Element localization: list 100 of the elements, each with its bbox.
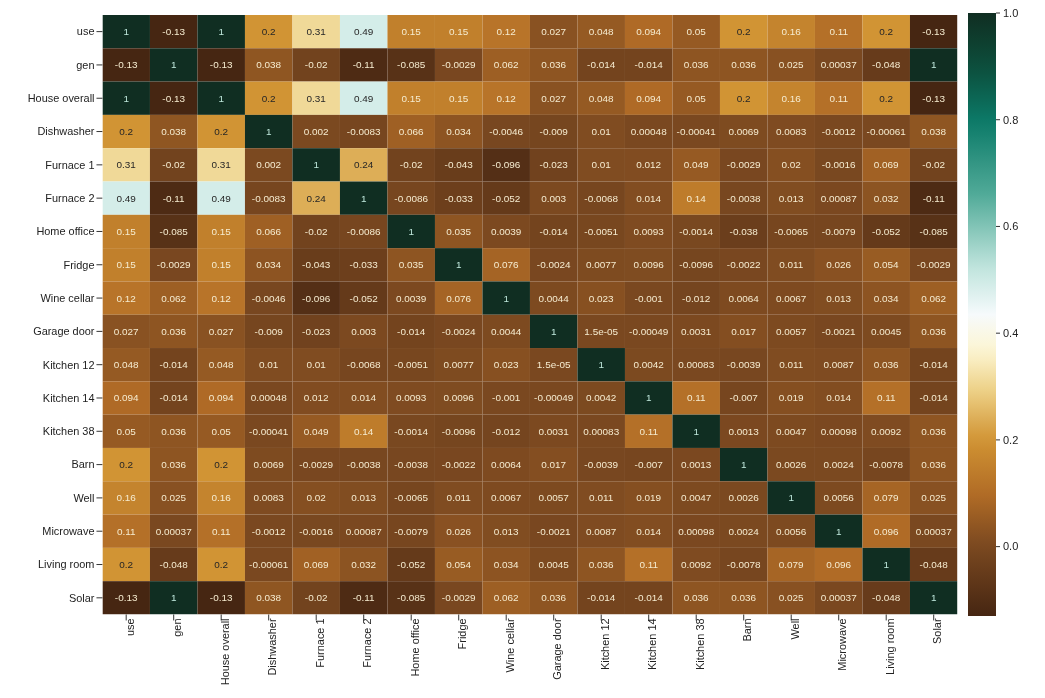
data-label: 0.035	[398, 259, 425, 271]
data-label: 0.023	[588, 292, 615, 304]
data-label: 0.49	[354, 92, 374, 104]
data-label: -0.02	[399, 159, 423, 171]
data-label: 0.096	[873, 525, 900, 537]
data-label: 0.025	[161, 492, 187, 504]
data-label: 0.0047	[776, 425, 807, 437]
data-label: -0.0022	[441, 459, 477, 471]
data-label: -0.048	[159, 559, 189, 570]
data-label: -0.0065	[394, 492, 429, 504]
data-label: 0.0024	[823, 459, 855, 471]
data-label: 0.069	[873, 159, 900, 171]
data-label: 0.027	[208, 325, 235, 337]
data-label: -0.007	[634, 459, 664, 471]
y-tick-label: Fridge	[63, 258, 95, 271]
data-label: -0.033	[444, 192, 474, 204]
data-label: -0.096	[492, 159, 521, 171]
data-label: 0.31	[306, 26, 327, 38]
data-label: -0.13	[209, 59, 233, 71]
data-label: -0.085	[159, 225, 189, 237]
data-label: -0.02	[304, 592, 328, 604]
data-label: -0.033	[349, 259, 379, 271]
data-label: 0.0024	[728, 525, 760, 537]
data-label: 0.094	[208, 392, 235, 404]
data-label: 0.2	[119, 126, 134, 138]
data-label: 0.066	[256, 225, 282, 237]
data-label: -0.0086	[346, 225, 382, 237]
y-tick-label: Kitchen 12	[42, 358, 95, 371]
data-label: 0.014	[826, 392, 852, 404]
data-label: -0.0051	[394, 359, 429, 371]
data-label: -0.11	[352, 59, 376, 71]
data-label: 0.0031	[681, 325, 712, 337]
data-label: -0.02	[304, 59, 328, 71]
data-label: 0.036	[541, 592, 567, 604]
data-label: -0.085	[397, 592, 426, 604]
data-label: -0.13	[209, 592, 233, 604]
data-label: -0.048	[919, 559, 949, 570]
data-label: -0.052	[872, 225, 901, 237]
data-label: 0.24	[306, 192, 327, 204]
data-label: -0.0029	[156, 259, 192, 271]
data-label: 0.00037	[915, 525, 953, 537]
x-tick-label: Well	[788, 618, 801, 640]
x-tick-label: Barn	[741, 618, 754, 642]
data-label: 0.0013	[728, 425, 760, 437]
data-label: 1	[170, 59, 177, 71]
x-tick-label: Furnace 2	[361, 618, 374, 668]
y-tick-label: Barn	[71, 458, 95, 471]
data-label: -0.0014	[679, 225, 714, 237]
data-label: 0.0069	[253, 459, 285, 471]
data-label: 0.002	[256, 159, 282, 171]
data-label: -0.012	[492, 425, 521, 437]
data-label: 0.0045	[871, 325, 902, 337]
data-label: 0.00083	[678, 359, 715, 371]
data-label: 0.2	[261, 26, 277, 38]
data-label: 0.035	[446, 225, 472, 237]
data-label: 0.12	[496, 26, 517, 38]
data-label: 0.0056	[823, 492, 855, 504]
data-label: 0.027	[541, 92, 567, 104]
data-label: -0.038	[729, 225, 759, 237]
data-label: 1	[645, 392, 652, 404]
x-tick-label: Dishwasher	[266, 618, 279, 676]
data-label: 0.034	[256, 259, 282, 271]
data-label: -0.00041	[676, 126, 717, 138]
data-label: 0.00083	[583, 425, 620, 437]
data-label: 0.011	[779, 259, 804, 271]
data-label: -0.0024	[536, 259, 572, 271]
data-label: 0.15	[116, 225, 137, 237]
data-label: 1	[930, 59, 937, 71]
data-label: 0.062	[921, 292, 947, 304]
data-label: 0.0067	[491, 492, 522, 504]
data-label: 0.036	[921, 325, 947, 337]
data-label: -0.0079	[821, 225, 857, 237]
y-tick-label: use	[76, 25, 95, 38]
data-label: 0.019	[778, 392, 805, 404]
data-label: 0.036	[921, 459, 947, 471]
x-tick-label: Kitchen 14	[646, 618, 659, 671]
data-label: 0.032	[351, 559, 377, 570]
data-label: 0.11	[829, 26, 849, 38]
data-label: -0.0022	[726, 259, 762, 271]
data-label: -0.11	[922, 192, 946, 204]
data-label: -0.0086	[394, 192, 429, 204]
data-label: 0.12	[211, 292, 232, 304]
color-bar-label: 0.2	[1003, 433, 1019, 446]
data-label: -0.00049	[629, 325, 669, 337]
data-label: 0.013	[826, 292, 852, 304]
y-tick-label: Solar	[69, 591, 95, 604]
data-label: 0.2	[214, 559, 229, 570]
data-label: 0.12	[116, 292, 137, 304]
data-label: 0.019	[636, 492, 662, 504]
data-label: -0.13	[922, 92, 946, 104]
data-label: 0.15	[449, 26, 469, 38]
data-label: 1	[265, 126, 272, 138]
data-label: 0.15	[401, 26, 422, 38]
data-label: -0.0012	[251, 525, 287, 537]
data-label: 0.0083	[253, 492, 285, 504]
data-label: 0.2	[879, 26, 894, 38]
data-label: -0.043	[302, 259, 331, 271]
data-label: 0.0039	[396, 292, 427, 304]
data-label: -0.023	[539, 159, 569, 171]
data-label: 0.025	[778, 59, 805, 71]
